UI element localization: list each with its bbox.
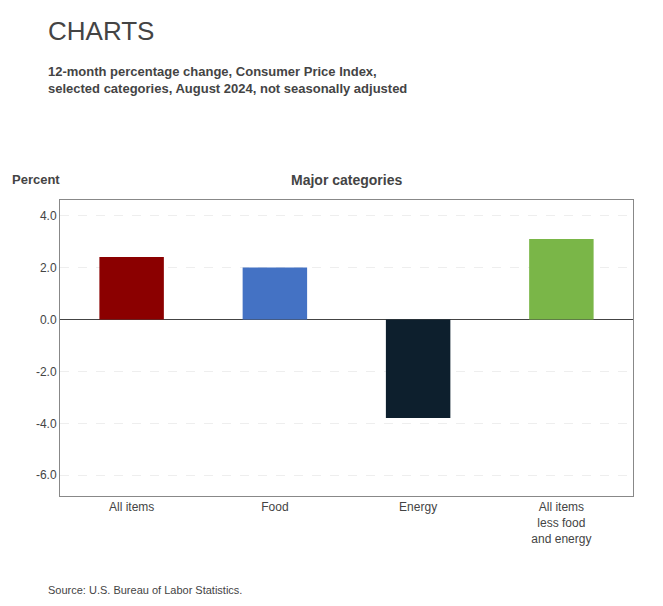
- svg-text:2.0: 2.0: [40, 261, 57, 275]
- svg-text:-2.0: -2.0: [36, 365, 57, 379]
- svg-text:CHARTS: CHARTS: [48, 16, 154, 46]
- svg-text:Major categories: Major categories: [291, 172, 402, 188]
- svg-text:Food: Food: [261, 500, 288, 514]
- svg-text:0.0: 0.0: [40, 313, 57, 327]
- svg-text:4.0: 4.0: [40, 209, 57, 223]
- svg-text:Percent: Percent: [12, 172, 60, 187]
- svg-text:All itemsless foodand energy: All itemsless foodand energy: [531, 500, 591, 545]
- svg-text:12-month percentage change, Co: 12-month percentage change, Consumer Pri…: [48, 64, 407, 96]
- svg-text:Source: U.S. Bureau of Labor S: Source: U.S. Bureau of Labor Statistics.: [48, 584, 242, 596]
- svg-text:All items: All items: [109, 500, 154, 514]
- svg-text:-6.0: -6.0: [36, 468, 57, 482]
- svg-text:-4.0: -4.0: [36, 417, 57, 431]
- svg-text:Energy: Energy: [399, 500, 437, 514]
